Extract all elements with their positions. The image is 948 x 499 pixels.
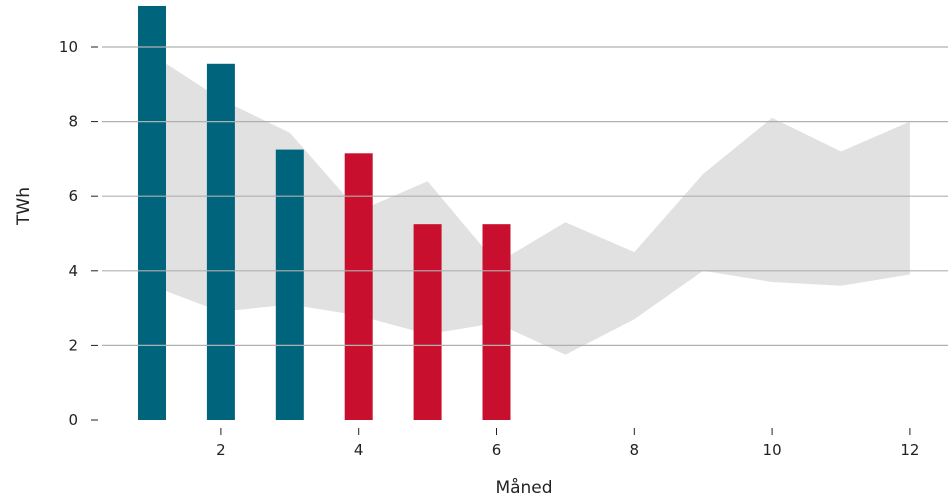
x-tick-label-10: 10 (763, 441, 782, 459)
axis-layer: 0 2 4 6 8 10 2 4 6 8 10 12 (59, 38, 920, 459)
x-tick-label-2: 2 (216, 441, 226, 459)
y-tick-label-6: 6 (68, 187, 78, 205)
grid-layer (102, 46, 948, 346)
bar-month-4 (344, 153, 373, 420)
y-axis-label: TWh (14, 187, 34, 226)
y-tick-label-0: 0 (68, 411, 78, 429)
range-band (152, 54, 910, 355)
bar-month-6 (482, 224, 511, 420)
x-tick-label-12: 12 (900, 441, 919, 459)
y-tick-label-10: 10 (59, 38, 78, 56)
y-tick-label-2: 2 (68, 336, 78, 354)
x-tick-label-4: 4 (354, 441, 364, 459)
bar-month-1 (138, 5, 166, 420)
bar-month-5 (413, 224, 442, 420)
band-layer (152, 54, 910, 355)
bar-month-2 (206, 63, 235, 420)
y-tick-label-8: 8 (68, 113, 78, 131)
bar-layer (138, 5, 511, 420)
x-tick-label-8: 8 (630, 441, 640, 459)
x-tick-label-6: 6 (492, 441, 502, 459)
bar-month-3 (275, 149, 304, 420)
x-axis-label: Måned (495, 477, 552, 498)
y-tick-label-4: 4 (68, 262, 78, 280)
